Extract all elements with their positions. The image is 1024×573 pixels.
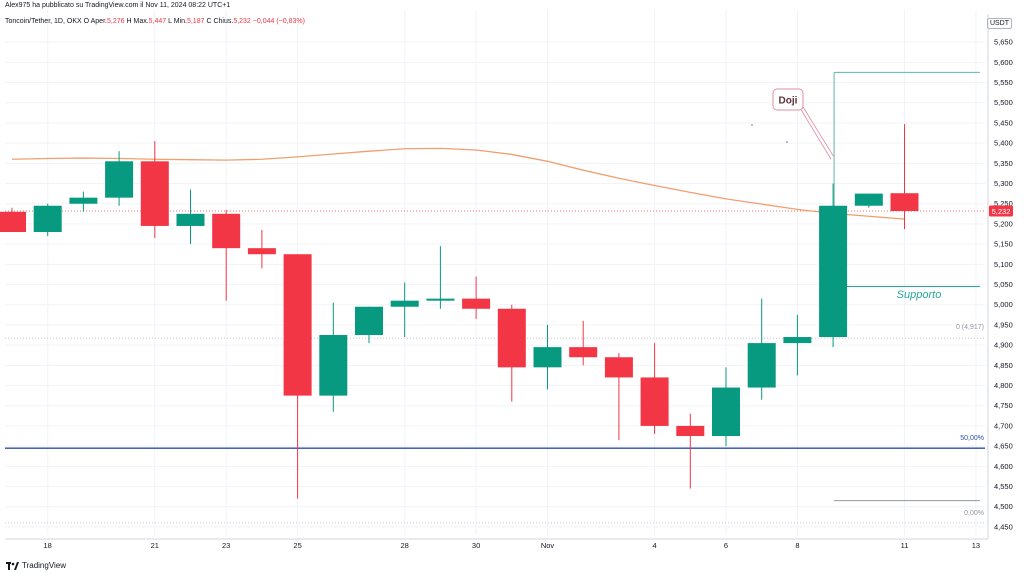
y-tick-label: 5,300 [994, 179, 1013, 188]
x-tick-label: 11 [901, 541, 909, 550]
y-tick-label: 5,650 [994, 38, 1013, 47]
y-tick-label: 4,850 [994, 361, 1013, 370]
tradingview-logo-icon [6, 561, 19, 570]
y-tick-label: 4,750 [994, 401, 1013, 410]
y-tick-label: 5,050 [994, 280, 1013, 289]
y-tick-label: 4,950 [994, 320, 1013, 329]
close-letter: C [206, 18, 212, 25]
candle-body [854, 193, 883, 206]
tradingview-logo[interactable]: TradingView [6, 561, 66, 570]
candle-body [676, 425, 705, 437]
candle-body [212, 213, 241, 249]
y-tick-label: 4,900 [994, 341, 1013, 350]
y-tick-label: 4,450 [994, 522, 1013, 531]
candle-body [105, 161, 134, 198]
fib-50-label: 50,00% [960, 435, 984, 442]
close-value: 5,232 [233, 18, 251, 25]
candle-body [140, 161, 169, 226]
candle-body [640, 377, 669, 426]
doji-callout-line [799, 101, 835, 158]
fib-0-label: 0,00% [964, 510, 984, 517]
last-price-tag [989, 205, 1013, 217]
last-price-tag-label: 5,232 [992, 207, 1011, 216]
x-tick-label: 18 [44, 541, 52, 550]
high-value: 5,447 [148, 18, 167, 25]
low-value: 5,187 [186, 18, 205, 25]
y-tick-label: 4,700 [994, 421, 1013, 430]
drawing-dot [751, 124, 753, 126]
fib-618-label: 0 (4,917) [956, 324, 984, 331]
y-tick-label: 5,250 [994, 199, 1013, 208]
candle-body [819, 205, 848, 338]
high-letter: H [126, 18, 132, 25]
x-tick-label: 28 [401, 541, 409, 550]
y-tick-label: 5,000 [994, 300, 1013, 309]
low-key: Min. [173, 18, 187, 25]
close-key: Chius. [213, 18, 234, 25]
y-tick-label: 5,500 [994, 98, 1013, 107]
candle-body [283, 254, 312, 396]
y-tick-label: 5,100 [994, 260, 1013, 269]
publish-attribution: Alex975 ha pubblicato su TradingView.com… [5, 2, 231, 9]
candle-body [390, 300, 419, 307]
drawing-dot [786, 141, 788, 143]
supporto-label: Supporto [897, 289, 942, 301]
x-tick-label: 4 [653, 541, 657, 550]
y-tick-label: 5,350 [994, 159, 1013, 168]
candle-body [462, 298, 491, 309]
x-tick-label: 23 [222, 541, 230, 550]
candle-body [604, 357, 633, 378]
ohlc-legend: Toncoin/Tether, 1D, OKX O Aper.5,276 H M… [5, 18, 305, 25]
candle-body [319, 335, 348, 396]
candle-body [33, 205, 62, 232]
y-tick-label: 5,450 [994, 118, 1013, 127]
x-tick-label: Nov [541, 541, 555, 550]
open-key: Aper. [90, 18, 107, 25]
candle-body [890, 193, 919, 211]
change-value: −0,044 (−0,83%) [252, 18, 305, 25]
candle-body [497, 308, 526, 368]
candle-body [747, 343, 776, 388]
currency-button[interactable]: USDT [986, 18, 1012, 29]
x-tick-label: 25 [293, 541, 301, 550]
x-tick-label: 21 [151, 541, 159, 550]
moving-average-line [11, 147, 905, 220]
y-tick-label: 5,400 [994, 139, 1013, 148]
y-tick-label: 4,600 [994, 462, 1013, 471]
x-tick-label: 6 [724, 541, 728, 550]
y-tick-label: 5,200 [994, 219, 1013, 228]
high-key: Max. [133, 18, 149, 25]
y-tick-label: 4,500 [994, 502, 1013, 511]
candle-body [247, 248, 276, 255]
x-tick-label: 13 [972, 541, 980, 550]
doji-label-box [772, 88, 804, 111]
candle-body [426, 298, 455, 301]
symbol-name[interactable]: Toncoin/Tether, 1D, OKX [5, 18, 82, 25]
low-letter: L [168, 18, 172, 25]
candle-body [783, 337, 812, 344]
x-tick-label: 30 [472, 541, 480, 550]
open-value: 5,276 [106, 18, 125, 25]
candle-body [355, 306, 383, 336]
y-tick-label: 5,600 [994, 58, 1013, 67]
y-tick-label: 4,650 [994, 442, 1013, 451]
candle-body [569, 347, 598, 358]
candle-body [533, 347, 562, 368]
candle-body [176, 213, 205, 226]
y-tick-label: 5,550 [994, 78, 1013, 87]
tradingview-logo-text: TradingView [22, 561, 67, 570]
candle-body [712, 387, 740, 437]
y-tick-label: 4,550 [994, 482, 1013, 491]
doji-label: Doji [779, 96, 798, 107]
candle-body [69, 197, 98, 204]
candle-body [0, 211, 26, 232]
x-tick-label: 8 [795, 541, 799, 550]
open-letter: O [83, 18, 90, 25]
y-tick-label: 4,800 [994, 381, 1013, 390]
y-tick-label: 5,150 [994, 240, 1013, 249]
doji-callout-line [799, 107, 832, 160]
